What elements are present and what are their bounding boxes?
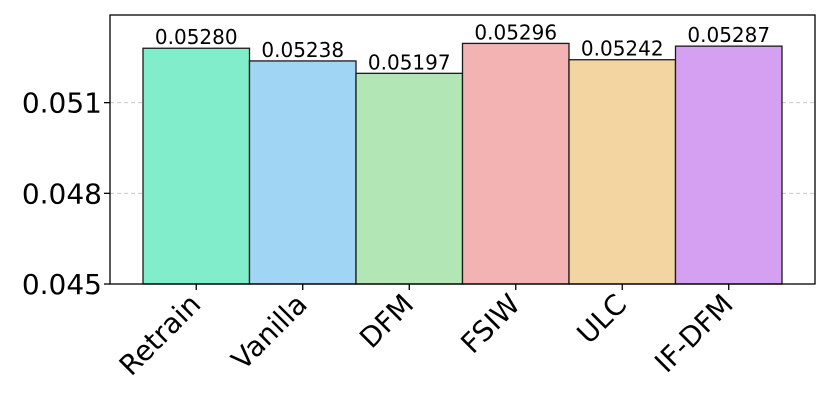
bar-fsiw <box>461 42 570 285</box>
data-label: 0.05287 <box>687 23 770 47</box>
x-tick-label: DFM <box>353 288 420 355</box>
data-label: 0.05296 <box>474 20 557 44</box>
x-tick-label: IF-DFM <box>648 288 739 379</box>
bar-vanilla <box>248 60 357 285</box>
data-label: 0.05280 <box>155 25 238 49</box>
y-tick-label: 0.048 <box>22 177 102 210</box>
data-label: 0.05238 <box>261 38 344 62</box>
y-axis-ticks: 0.045 0.048 0.051 <box>22 87 110 301</box>
x-tick-label: Retrain <box>113 288 207 382</box>
data-labels: 0.05280 0.05238 0.05197 0.05296 0.05242 0.052… <box>155 20 770 74</box>
bar-retrain <box>142 47 251 285</box>
x-tick-label: ULC <box>571 288 634 351</box>
bar-ulc <box>568 59 677 285</box>
bar-if-dfm <box>674 45 783 285</box>
data-label: 0.05242 <box>581 37 664 61</box>
x-tick-label: Vanilla <box>225 288 314 377</box>
y-tick-label: 0.051 <box>22 87 102 120</box>
bar-dfm <box>355 72 464 285</box>
x-axis-ticks: Retrain Vanilla DFM FSIW ULC IF-DFM <box>113 284 740 382</box>
y-tick-label: 0.045 <box>22 268 102 301</box>
x-tick-label: FSIW <box>454 288 526 360</box>
data-label: 0.05197 <box>368 50 451 74</box>
plot-frame <box>109 14 816 285</box>
bars <box>142 42 783 285</box>
